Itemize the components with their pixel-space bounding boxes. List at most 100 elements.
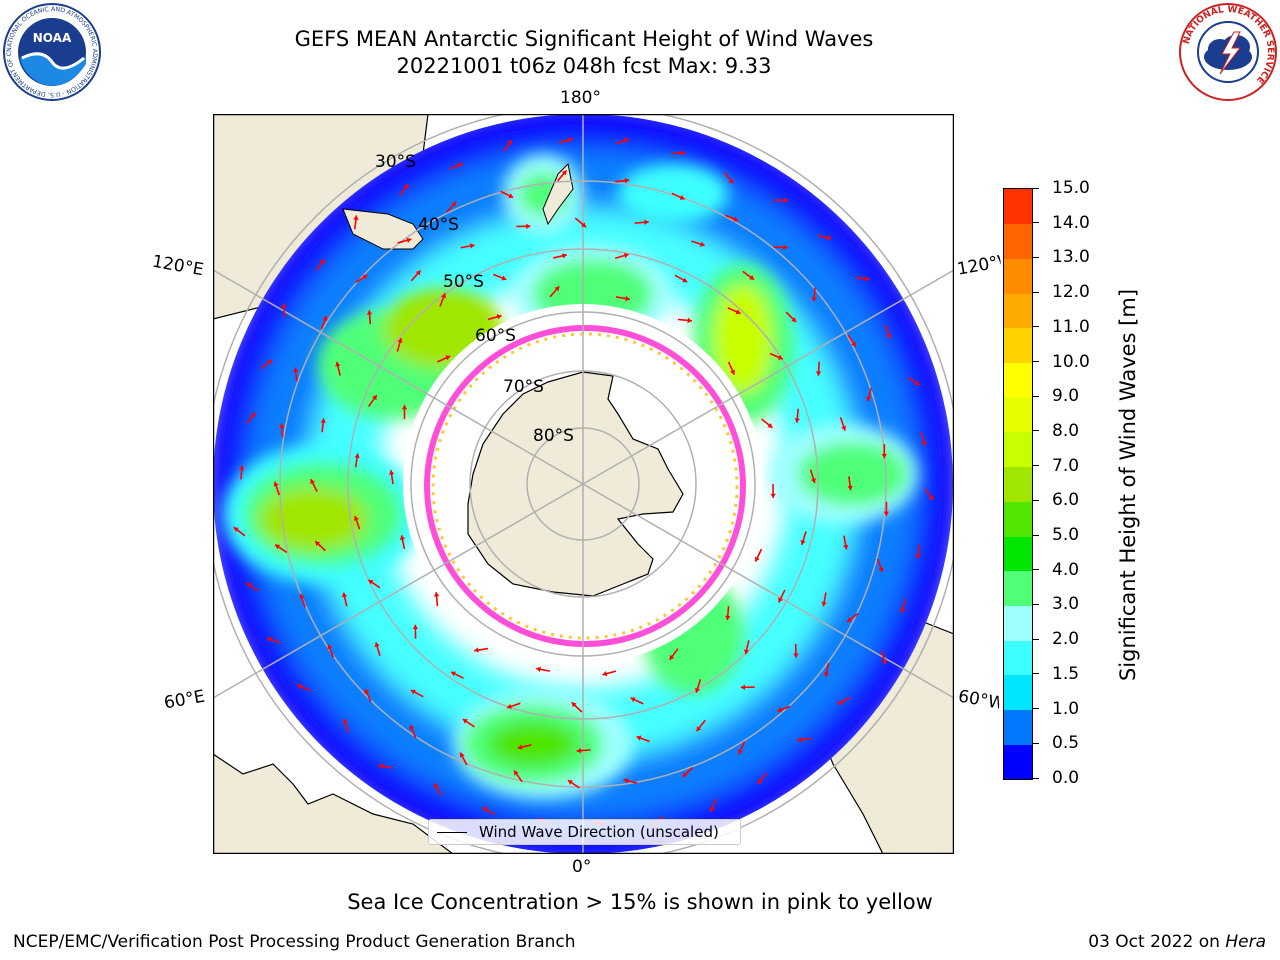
colorbar-tick-label: 3.0 — [1052, 594, 1080, 615]
wave-direction-arrowhead — [517, 744, 523, 750]
lat-label-60s: 60°S — [475, 326, 516, 346]
colorbar-tick-mark — [1033, 742, 1039, 744]
colorbar-tick-label: 0.5 — [1052, 733, 1080, 754]
colorbar-tick-mark — [1033, 708, 1039, 710]
wave-direction-arrowhead — [851, 341, 856, 347]
wave-direction-arrowhead — [709, 806, 715, 812]
wave-direction-arrowhead — [246, 583, 252, 588]
wave-direction-arrowhead — [815, 371, 822, 376]
wave-direction-arrowhead — [501, 275, 507, 281]
colorbar-band — [1004, 605, 1032, 641]
wave-direction-arrowhead — [630, 697, 636, 703]
colorbar-band — [1004, 223, 1032, 259]
legend-line-swatch — [437, 832, 467, 833]
colorbar-band — [1004, 293, 1032, 329]
colorbar-tick-label: 6.0 — [1052, 490, 1080, 511]
wave-direction-arrowhead — [445, 355, 451, 361]
wave-direction-arrowhead — [368, 579, 374, 585]
wave-direction-arrowhead — [399, 535, 406, 540]
wave-direction-arrowhead — [462, 719, 468, 724]
colorbar-tick-label: 4.0 — [1052, 559, 1080, 580]
colorbar-tick-label: 0.0 — [1052, 768, 1080, 788]
colorbar-band — [1004, 744, 1032, 780]
wave-direction-arrowhead — [310, 479, 316, 485]
colorbar-tick-mark — [1033, 326, 1039, 328]
colorbar-tick-mark — [1033, 256, 1039, 258]
wave-direction-arrowhead — [415, 270, 421, 276]
wave-direction-arrowhead — [733, 216, 739, 222]
lon-label-180: 180° — [560, 88, 601, 108]
wave-direction-arrowhead — [353, 515, 359, 521]
colorbar-tick-label: 1.5 — [1052, 663, 1080, 684]
wave-direction-arrowhead — [266, 359, 272, 365]
wave-direction-arrowhead — [636, 735, 642, 741]
wave-direction-arrowhead — [451, 201, 457, 207]
colorbar-band — [1004, 189, 1032, 225]
wave-direction-arrowhead — [315, 541, 321, 547]
wind-wave-arrows — [233, 137, 934, 828]
wave-direction-arrowhead — [388, 470, 395, 475]
wave-direction-arrowhead — [878, 567, 884, 573]
wave-direction-arrowhead — [433, 592, 440, 597]
colorbar-band — [1004, 570, 1032, 606]
wave-direction-arrowhead — [687, 317, 692, 324]
wave-direction-arrowhead — [561, 170, 567, 176]
wave-direction-arrowhead — [410, 689, 416, 695]
wave-direction-arrowhead — [459, 752, 465, 758]
colorbar-tick-label: 15.0 — [1052, 178, 1090, 198]
colorbar-tick-mark — [1033, 569, 1039, 571]
wave-direction-arrowhead — [335, 361, 341, 367]
credit-date: 03 Oct 2022 on — [1088, 932, 1220, 952]
wave-direction-arrowhead — [526, 223, 531, 229]
colorbar-tick-label: 13.0 — [1052, 247, 1090, 268]
colorbar-tick-mark — [1033, 222, 1039, 224]
wave-direction-arrowhead — [250, 412, 256, 418]
wave-direction-arrowhead — [730, 369, 736, 375]
wave-direction-arrowhead — [696, 726, 702, 732]
colorbar-band — [1004, 327, 1032, 364]
polar-map: 30°S 40°S 50°S 60°S 70°S 80°S — [212, 113, 955, 855]
colorbar-tick-mark — [1033, 534, 1039, 536]
wave-direction-arrowhead — [866, 396, 872, 402]
wave-direction-arrowhead — [536, 666, 541, 672]
wave-direction-arrowhead — [299, 593, 305, 599]
wave-direction-arrowhead — [457, 162, 463, 168]
chart-subtitle: 20221001 t06z 048h fcst Max: 9.33 — [396, 54, 772, 78]
colorbar-tick-label: 11.0 — [1052, 316, 1090, 337]
credit-host: Hera — [1225, 932, 1266, 952]
wave-direction-arrowhead — [581, 222, 587, 228]
colorbar-tick-mark — [1033, 499, 1039, 501]
graticule — [213, 114, 954, 854]
colorbar-band — [1004, 640, 1032, 676]
colorbar-tick-label: 14.0 — [1052, 212, 1090, 233]
colorbar-tick-mark — [1033, 465, 1039, 467]
wave-direction-arrowhead — [281, 303, 287, 308]
lat-label-50s: 50°S — [443, 272, 484, 292]
wave-direction-arrowhead — [841, 425, 847, 431]
wave-direction-arrowhead — [474, 647, 479, 653]
wave-direction-arrowhead — [754, 556, 760, 562]
wave-direction-arrowhead — [233, 527, 239, 533]
wave-direction-arrowhead — [372, 395, 377, 401]
colorbar-tick-mark — [1033, 638, 1039, 640]
wave-direction-arrowhead — [682, 772, 688, 777]
antarctica — [467, 371, 684, 597]
wave-direction-arrowhead — [624, 137, 629, 143]
wave-direction-arrowhead — [837, 699, 843, 705]
wave-direction-arrowhead — [847, 617, 853, 622]
wave-direction-arrowhead — [496, 314, 502, 320]
wave-direction-arrowhead — [679, 194, 685, 200]
colorbar-band — [1004, 674, 1032, 711]
colorbar-band — [1004, 501, 1032, 537]
wave-direction-arrowhead — [743, 649, 750, 655]
wave-direction-arrowhead — [409, 725, 415, 730]
wave-direction-arrowhead — [297, 684, 303, 690]
wave-direction-arrowhead — [783, 197, 788, 203]
wave-direction-arrowhead — [554, 286, 560, 292]
wave-direction-arrowhead — [725, 615, 731, 621]
map-panel: 30°S 40°S 50°S 60°S 70°S 80°S — [212, 113, 955, 855]
wave-direction-arrowhead — [623, 778, 629, 784]
lon-label-60e: 60°E — [162, 686, 207, 714]
wave-direction-arrowhead — [374, 642, 380, 648]
lon-label-120w: 120°W — [955, 252, 1003, 280]
